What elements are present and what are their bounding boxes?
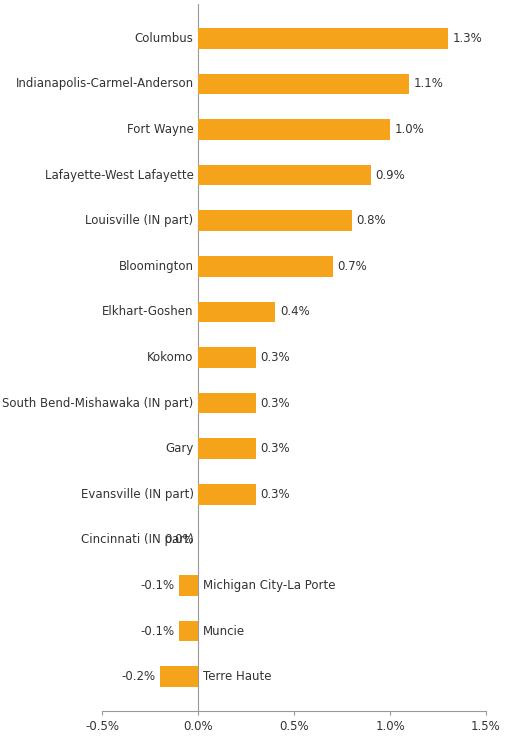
Bar: [198, 393, 256, 413]
Text: South Bend-Mishawaka (IN part): South Bend-Mishawaka (IN part): [3, 397, 193, 410]
Text: 0.8%: 0.8%: [357, 214, 386, 227]
Bar: [198, 119, 390, 140]
Text: Columbus: Columbus: [135, 32, 193, 45]
Text: -0.2%: -0.2%: [121, 670, 155, 683]
Bar: [198, 347, 256, 368]
Text: Cincinnati (IN part): Cincinnati (IN part): [81, 534, 193, 546]
Text: Indianapolis-Carmel-Anderson: Indianapolis-Carmel-Anderson: [16, 77, 193, 91]
Text: 0.3%: 0.3%: [261, 351, 290, 364]
Text: 1.1%: 1.1%: [414, 77, 444, 91]
Text: 0.3%: 0.3%: [261, 397, 290, 410]
Text: -0.1%: -0.1%: [140, 579, 174, 592]
Text: 1.3%: 1.3%: [452, 32, 482, 45]
Text: Terre Haute: Terre Haute: [203, 670, 272, 683]
Text: 0.4%: 0.4%: [280, 305, 310, 318]
Text: 0.0%: 0.0%: [164, 534, 193, 546]
Text: 0.3%: 0.3%: [261, 442, 290, 455]
Bar: [198, 74, 409, 94]
Text: -0.1%: -0.1%: [140, 624, 174, 638]
Bar: [198, 439, 256, 459]
Text: Louisville (IN part): Louisville (IN part): [85, 214, 193, 227]
Bar: [198, 165, 371, 186]
Text: Muncie: Muncie: [203, 624, 245, 638]
Text: Kokomo: Kokomo: [147, 351, 193, 364]
Text: Evansville (IN part): Evansville (IN part): [80, 488, 193, 500]
Text: Elkhart-Goshen: Elkhart-Goshen: [102, 305, 193, 318]
Bar: [198, 28, 447, 49]
Bar: [179, 621, 198, 641]
Text: 1.0%: 1.0%: [395, 123, 425, 136]
Bar: [198, 256, 333, 276]
Text: Lafayette-West Lafayette: Lafayette-West Lafayette: [44, 169, 193, 181]
Bar: [198, 301, 275, 322]
Bar: [179, 575, 198, 595]
Text: 0.7%: 0.7%: [337, 260, 367, 273]
Text: 0.3%: 0.3%: [261, 488, 290, 500]
Text: Fort Wayne: Fort Wayne: [127, 123, 193, 136]
Text: 0.9%: 0.9%: [376, 169, 406, 181]
Text: Bloomington: Bloomington: [119, 260, 193, 273]
Bar: [198, 211, 352, 231]
Bar: [160, 666, 198, 687]
Text: Gary: Gary: [165, 442, 193, 455]
Bar: [198, 484, 256, 505]
Text: Michigan City-La Porte: Michigan City-La Porte: [203, 579, 336, 592]
